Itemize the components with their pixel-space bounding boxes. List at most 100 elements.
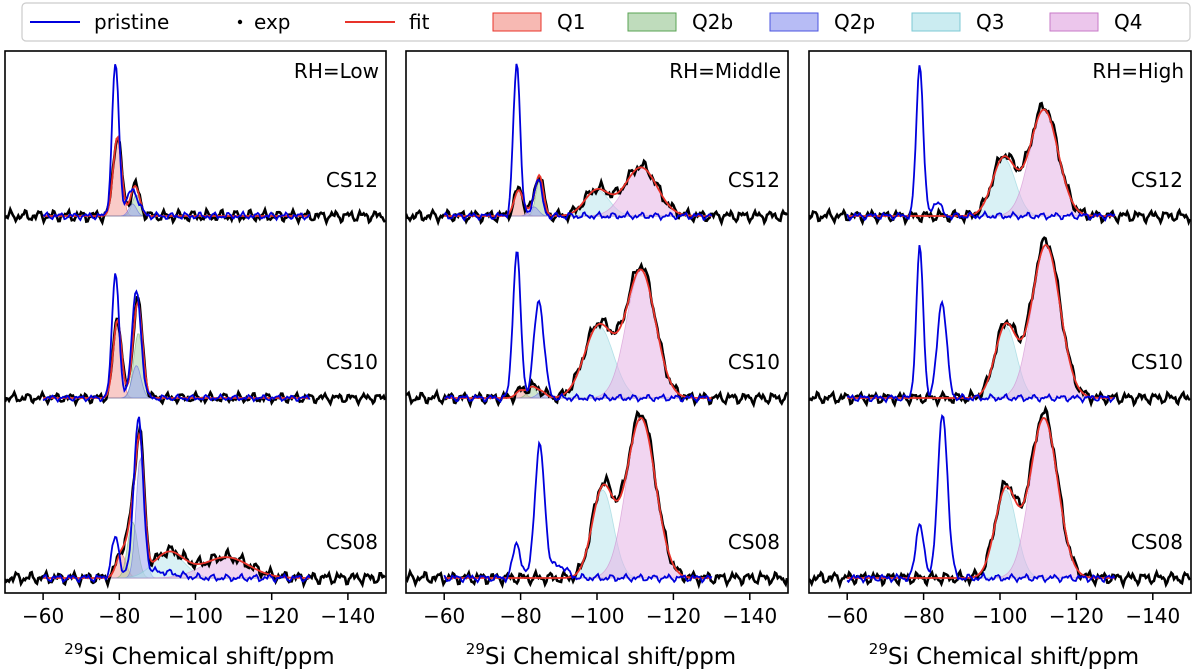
row-label-cs10: CS10 xyxy=(1131,350,1183,374)
legend-swatch-q1 xyxy=(492,12,542,32)
row-label-cs12: CS12 xyxy=(326,168,378,192)
legend-swatch-q4 xyxy=(1049,12,1099,32)
component-q1-cs10 xyxy=(43,319,310,399)
exp-trace-cs08 xyxy=(5,424,386,589)
pristine-trace-cs10 xyxy=(443,251,712,404)
x-tick-label: −120 xyxy=(244,604,299,628)
pristine-trace-cs10 xyxy=(42,273,311,404)
panel-frame xyxy=(4,50,387,594)
spectrum-row-cs08 xyxy=(809,404,1191,590)
x-axis-label-main: Si Chemical shift/ppm xyxy=(888,644,1139,670)
legend-swatch-exp xyxy=(237,19,243,25)
legend-entry-q2p: Q2p xyxy=(769,10,875,34)
panel-title: RH=High xyxy=(1092,59,1184,83)
row-label-cs08: CS08 xyxy=(1131,530,1183,554)
plot-area xyxy=(5,64,386,589)
spectrum-row-cs10 xyxy=(406,251,788,409)
row-label-cs10: CS10 xyxy=(728,350,780,374)
legend-entry-pristine: pristine xyxy=(30,10,169,34)
x-tick-label: −80 xyxy=(902,604,944,628)
exp-trace-cs12 xyxy=(406,158,788,227)
legend-label-q4: Q4 xyxy=(1114,10,1142,34)
legend-entry-exp: exp xyxy=(237,10,290,34)
x-tick-label: −120 xyxy=(1049,604,1104,628)
legend: pristine exp fit Q1 Q2b Q2p Q3 Q4 xyxy=(21,2,1191,42)
component-q4-cs12 xyxy=(847,109,1115,217)
spectrum-row-cs10 xyxy=(5,273,386,408)
chart-panel-3: CS12 CS10 CS08 RH=High −60 −80 −100 −120 −140 29S… xyxy=(808,50,1192,670)
pristine-trace-cs12 xyxy=(42,64,311,222)
x-axis-label: 29Si Chemical shift/ppm xyxy=(466,640,736,670)
legend-label-pristine: pristine xyxy=(94,10,169,34)
component-q4-cs08 xyxy=(444,417,712,579)
spectrum-row-cs08 xyxy=(5,416,386,589)
legend-entry-q4: Q4 xyxy=(1049,10,1142,34)
x-tick-label: −140 xyxy=(722,604,777,628)
x-axis-label-main: Si Chemical shift/ppm xyxy=(485,644,736,670)
chart-panel-1: CS12 CS10 CS08 RH=Low −60 −80 −100 −120 −140 29Si… xyxy=(4,50,387,670)
component-q2p-cs10 xyxy=(43,365,310,399)
fit-trace-cs12 xyxy=(847,108,1115,217)
x-tick-label: −60 xyxy=(826,604,868,628)
x-axis-label: 29Si Chemical shift/ppm xyxy=(869,640,1139,670)
spectrum-row-cs10 xyxy=(809,236,1191,408)
x-axis-label: 29Si Chemical shift/ppm xyxy=(64,640,334,670)
x-axis-label-main: Si Chemical shift/ppm xyxy=(83,644,334,670)
component-q1-cs12 xyxy=(43,136,310,217)
legend-swatch-q2b xyxy=(627,12,677,32)
fit-trace-cs08 xyxy=(847,416,1115,579)
fit-trace-cs12 xyxy=(43,135,310,217)
legend-label-q2p: Q2p xyxy=(834,10,875,34)
x-tick-label: −140 xyxy=(1125,604,1180,628)
legend-entry-q1: Q1 xyxy=(492,10,585,34)
fit-trace-cs08 xyxy=(444,416,712,579)
spectrum-row-cs12 xyxy=(809,65,1191,227)
component-q4-cs08 xyxy=(847,417,1115,579)
legend-swatch-q3 xyxy=(911,12,961,32)
x-tick-label: −80 xyxy=(98,604,140,628)
x-tick-label: −120 xyxy=(646,604,701,628)
spectrum-row-cs08 xyxy=(406,409,788,590)
x-tick-label: −100 xyxy=(973,604,1028,628)
legend-entry-q3: Q3 xyxy=(911,10,1004,34)
legend-label-exp: exp xyxy=(254,10,290,34)
x-tick-label: −60 xyxy=(423,604,465,628)
fit-trace-cs12 xyxy=(444,166,712,217)
exp-trace-cs10 xyxy=(809,236,1191,408)
spectrum-row-cs12 xyxy=(406,63,788,227)
x-tick-label: −60 xyxy=(22,604,64,628)
fit-trace-cs10 xyxy=(847,244,1115,399)
x-tick-label: −140 xyxy=(320,604,375,628)
row-label-cs10: CS10 xyxy=(326,350,378,374)
pristine-trace-cs08 xyxy=(42,416,311,584)
pristine-trace-cs08 xyxy=(443,440,713,584)
panel-title: RH=Low xyxy=(294,59,379,83)
pristine-trace-cs12 xyxy=(846,65,1116,222)
chart-panel-2: CS12 CS10 CS08 RH=Middle −60 −80 −100 −120 −140 2… xyxy=(405,50,789,670)
fit-trace-cs10 xyxy=(43,299,310,399)
legend-entry-fit: fit xyxy=(345,10,430,34)
row-label-cs08: CS08 xyxy=(326,530,378,554)
legend-swatch-q2p xyxy=(769,12,819,32)
exp-trace-cs12 xyxy=(5,137,386,227)
x-axis-label-sup: 29 xyxy=(64,640,83,658)
panel-title: RH=Middle xyxy=(669,59,781,83)
spectrum-row-cs12 xyxy=(5,64,386,227)
x-axis-label-sup: 29 xyxy=(869,640,888,658)
row-label-cs12: CS12 xyxy=(728,168,780,192)
plot-area xyxy=(809,65,1191,590)
legend-label-q1: Q1 xyxy=(557,10,585,34)
x-tick-label: −100 xyxy=(570,604,625,628)
plot-area xyxy=(406,63,788,590)
legend-label-fit: fit xyxy=(409,10,430,34)
pristine-trace-cs10 xyxy=(846,245,1116,404)
pristine-trace-cs12 xyxy=(443,63,713,222)
x-tick-label: −100 xyxy=(168,604,223,628)
row-label-cs08: CS08 xyxy=(728,530,780,554)
legend-label-q2b: Q2b xyxy=(692,10,733,34)
legend-entry-q2b: Q2b xyxy=(627,10,733,34)
legend-frame xyxy=(21,2,1191,42)
row-label-cs12: CS12 xyxy=(1131,168,1183,192)
component-q2b-cs10 xyxy=(43,333,310,399)
